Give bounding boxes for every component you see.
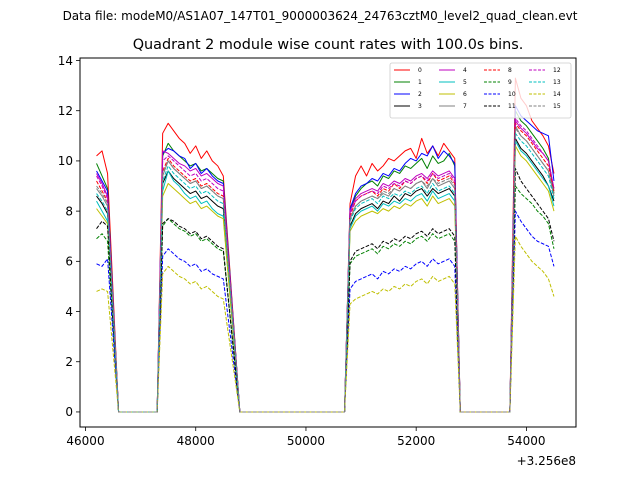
- legend-box: [389, 62, 572, 119]
- legend-label-6: 6: [463, 91, 467, 98]
- plot-area: [80, 58, 576, 427]
- x-axis: 46000 48000 50000 52000 54000: [66, 427, 545, 448]
- y-tick-label: 10: [58, 154, 73, 168]
- y-tick-label: 14: [58, 54, 73, 68]
- suptitle: Data file: modeM0/AS1A07_147T01_90000036…: [63, 9, 578, 23]
- legend-label-8: 8: [508, 67, 512, 74]
- y-tick-label: 12: [58, 104, 73, 118]
- x-tick-label: 46000: [66, 434, 104, 448]
- y-tick-label: 8: [65, 204, 73, 218]
- legend-label-10: 10: [508, 91, 516, 98]
- legend-label-12: 12: [553, 67, 561, 74]
- x-tick-label: 50000: [287, 434, 325, 448]
- legend-label-2: 2: [418, 91, 422, 98]
- legend-label-3: 3: [418, 103, 422, 110]
- plot-frame: [79, 57, 577, 428]
- x-tick-label: 54000: [507, 434, 545, 448]
- legend-label-9: 9: [508, 79, 512, 86]
- series-line-8: [96, 122, 555, 413]
- y-tick-label: 0: [65, 405, 73, 419]
- y-tick-label: 4: [65, 305, 73, 319]
- legend-label-13: 13: [553, 79, 561, 86]
- legend-label-1: 1: [418, 79, 422, 86]
- x-tick-label: 52000: [397, 434, 435, 448]
- legend-label-11: 11: [508, 103, 516, 110]
- legend-label-15: 15: [553, 103, 561, 110]
- series-lines: [96, 77, 555, 413]
- x-offset-label: +3.256e8: [517, 454, 576, 468]
- legend-label-14: 14: [553, 91, 561, 98]
- x-tick-label: 48000: [177, 434, 215, 448]
- y-axis: 0 2 4 6 8 10 12 14: [58, 54, 80, 419]
- y-tick-label: 6: [65, 255, 73, 269]
- y-tick-label: 2: [65, 355, 73, 369]
- legend-label-7: 7: [463, 103, 467, 110]
- series-line-15: [96, 127, 555, 413]
- legend-label-5: 5: [463, 79, 467, 86]
- legend-label-4: 4: [463, 67, 467, 74]
- chart-title: Quadrant 2 module wise count rates with …: [133, 37, 524, 53]
- legend-label-0: 0: [418, 67, 422, 74]
